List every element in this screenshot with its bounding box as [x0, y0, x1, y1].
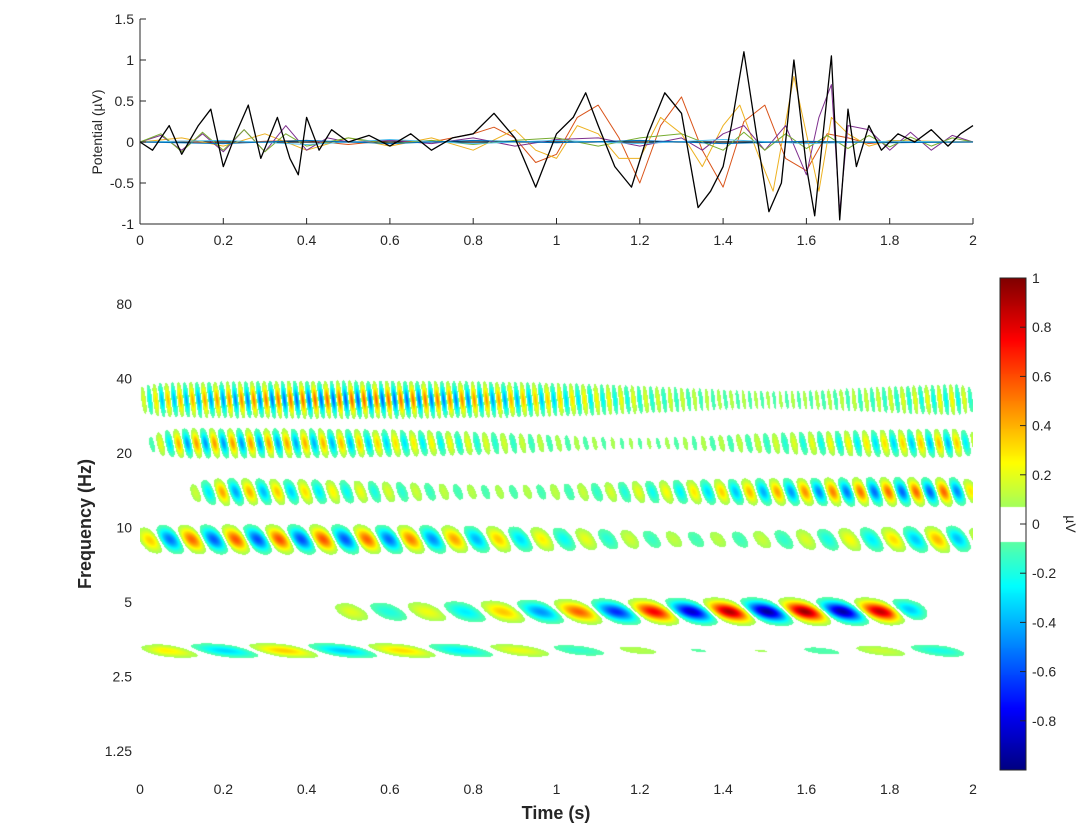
signal-x-tick-label: 0.6 [380, 232, 400, 248]
signal-x-tick-label: 0.4 [297, 232, 317, 248]
colorbar-tick-label: 0.6 [1032, 368, 1052, 384]
colorbar-ticks: -0.8 -0.6 -0.4 -0.2 0 0.2 0.4 0.6 0.8 1 [1020, 270, 1056, 729]
colorbar: -0.8 -0.6 -0.4 -0.2 0 0.2 0.4 0.6 0.8 1 µV [999, 270, 1076, 771]
tf-x-tick-label: 0.6 [380, 781, 400, 797]
tf-x-tick-label: 1 [553, 781, 561, 797]
signal-y-tick-label: 1 [126, 52, 134, 68]
signal-y-tick-label: -1 [122, 216, 135, 232]
signal-plot: 0 0.2 0.4 0.6 0.8 1 1.2 1.4 1.6 1.8 2 -1 -0.5 0 0.5 1 1… [89, 11, 977, 248]
tf-y-tick-label: 2.5 [113, 669, 133, 685]
signal-series-5 [139, 139, 974, 145]
tf-x-tick-label: 1.6 [797, 781, 817, 797]
colorbar-tick-label: 0.2 [1032, 467, 1052, 483]
signal-series-1 [139, 96, 973, 188]
signal-x-tick-label: 0.8 [463, 232, 483, 248]
colorbar-tick-label: -0.6 [1032, 664, 1056, 680]
signal-x-tick-label: 0 [136, 232, 144, 248]
signal-y-ticks: -1 -0.5 0 0.5 1 1.5 [110, 11, 146, 232]
signal-x-tick-label: 1.6 [797, 232, 817, 248]
colorbar-unit-label: µV [1063, 515, 1076, 533]
tf-x-tick-label: 0.2 [214, 781, 234, 797]
signal-x-tick-label: 0.2 [214, 232, 234, 248]
tf-x-tick-label: 0.4 [297, 781, 317, 797]
signal-traces [139, 51, 974, 221]
tf-y-tick-label: 20 [116, 445, 132, 461]
tf-x-tick-label: 0.8 [463, 781, 483, 797]
signal-x-tick-label: 1 [553, 232, 561, 248]
signal-series-6 [139, 139, 974, 145]
tf-x-tick-label: 1.8 [880, 781, 900, 797]
tf-x-ticks: 0 0.2 0.4 0.6 0.8 1 1.2 1.4 1.6 1.8 2 [136, 781, 977, 797]
signal-y-tick-label: 0.5 [115, 93, 135, 109]
colorbar-tick-label: -0.8 [1032, 713, 1056, 729]
tf-x-tick-label: 1.4 [713, 781, 733, 797]
signal-axes [139, 19, 973, 225]
time-frequency-plot: 0 0.2 0.4 0.6 0.8 1 1.2 1.4 1.6 1.8 2 1.25 2.5 5 10 20… [75, 280, 977, 823]
signal-y-tick-label: -0.5 [110, 175, 134, 191]
signal-x-tick-label: 1.2 [630, 232, 650, 248]
tf-y-tick-label: 5 [124, 594, 132, 610]
tf-y-tick-label: 1.25 [105, 743, 132, 759]
tf-y-axis-label: Frequency (Hz) [75, 459, 95, 589]
tf-x-tick-label: 1.2 [630, 781, 650, 797]
signal-series-0 [139, 51, 974, 221]
colorbar-tick-label: -0.4 [1032, 614, 1056, 630]
signal-y-axis-label: Potential (µV) [89, 89, 105, 174]
tf-x-tick-label: 0 [136, 781, 144, 797]
signal-x-tick-label: 2 [969, 232, 977, 248]
colorbar-tick-label: 0 [1032, 516, 1040, 532]
signal-y-tick-label: 0 [126, 134, 134, 150]
signal-series-4 [139, 129, 974, 153]
colorbar-tick-label: 0.8 [1032, 319, 1052, 335]
signal-x-tick-label: 1.8 [880, 232, 900, 248]
tf-y-tick-label: 10 [116, 520, 132, 536]
signal-y-tick-label: 1.5 [115, 11, 135, 27]
tf-y-ticks: 1.25 2.5 5 10 20 40 80 [105, 296, 132, 759]
tf-x-axis-label: Time (s) [522, 803, 591, 823]
time-frequency-heatmap [140, 280, 973, 770]
tf-x-tick-label: 2 [969, 781, 977, 797]
signal-x-ticks: 0 0.2 0.4 0.6 0.8 1 1.2 1.4 1.6 1.8 2 [136, 218, 977, 248]
colorbar-tick-label: 0.4 [1032, 418, 1052, 434]
tf-y-tick-label: 40 [116, 371, 132, 387]
colorbar-tick-label: -0.2 [1032, 565, 1056, 581]
colorbar-tick-label: 1 [1032, 270, 1040, 286]
tf-y-tick-label: 80 [116, 296, 132, 312]
signal-x-tick-label: 1.4 [713, 232, 733, 248]
